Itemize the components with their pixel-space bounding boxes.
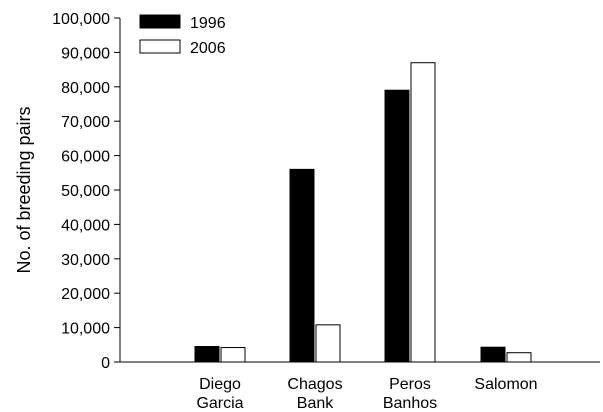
bar-2006-0 — [220, 347, 246, 363]
x-tick-label: Chagos — [287, 376, 342, 393]
bar-1996-3 — [480, 346, 506, 363]
y-tick-label: 50,000 — [61, 183, 110, 200]
legend-swatch-2006 — [139, 39, 181, 54]
y-tick-label: 100,000 — [52, 11, 110, 28]
legend-swatch-1996 — [139, 14, 181, 29]
x-tick-label: Diego — [199, 376, 241, 393]
x-tick-label: Peros — [389, 376, 431, 393]
x-tick-label: Garcia — [196, 395, 243, 412]
y-tick-label: 30,000 — [61, 252, 110, 269]
y-tick-label: 20,000 — [61, 286, 110, 303]
bar-2006-3 — [506, 352, 532, 363]
y-tick-label: 80,000 — [61, 80, 110, 97]
bar-1996-2 — [384, 89, 410, 363]
legend: 1996 2006 — [139, 14, 226, 57]
bar-2006-1 — [315, 324, 341, 363]
legend-label-2006: 2006 — [190, 40, 226, 57]
bar-1996-0 — [194, 346, 220, 363]
bar-2006-2 — [410, 62, 436, 363]
x-tick-label: Banhos — [383, 395, 437, 412]
y-axis-title: No. of breeding pairs — [14, 106, 34, 273]
y-tick-label: 70,000 — [61, 114, 110, 131]
x-tick-label: Bank — [297, 395, 334, 412]
x-category-labels: Diego Garcia Chagos Bank Peros Banhos Salomon — [196, 376, 537, 412]
bars — [194, 62, 532, 363]
bar-1996-1 — [289, 168, 315, 363]
y-tick-label: 10,000 — [61, 321, 110, 338]
y-tick-label: 40,000 — [61, 217, 110, 234]
legend-label-1996: 1996 — [190, 15, 226, 32]
y-tick-label: 60,000 — [61, 149, 110, 166]
y-tick-label: 90,000 — [61, 45, 110, 62]
y-tick-label: 0 — [101, 355, 110, 372]
y-axis: 0 10,000 20,000 30,000 40,000 50,000 60,000 70,… — [52, 11, 121, 372]
x-tick-label: Salomon — [474, 376, 537, 393]
